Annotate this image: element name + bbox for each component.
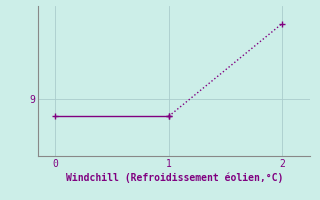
X-axis label: Windchill (Refroidissement éolien,°C): Windchill (Refroidissement éolien,°C) [66,173,283,183]
